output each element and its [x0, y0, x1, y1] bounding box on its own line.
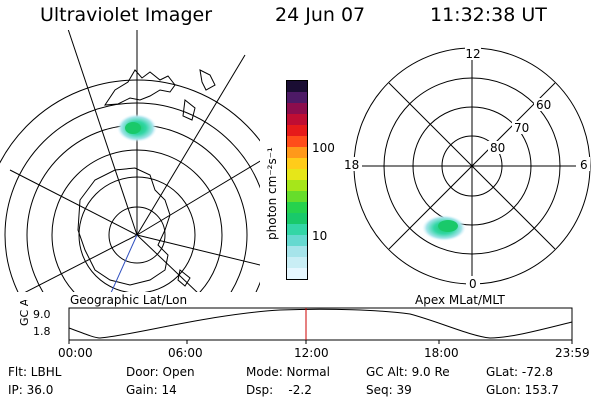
coastline	[182, 99, 196, 121]
mlat-label-60: 60	[536, 98, 551, 112]
colorbar-segment	[287, 191, 307, 202]
colorbar-unit-text: photon cm⁻²s⁻¹	[265, 147, 279, 240]
apex-polar-plot: 12 18 6 0 60 70 80	[340, 47, 591, 291]
coastline	[77, 167, 171, 286]
colorbar-segment	[287, 136, 307, 147]
footer-seq: Seq: 39	[366, 383, 412, 397]
time-tick-0000: 00:00	[58, 346, 93, 360]
time-tick-0600: 06:00	[168, 346, 203, 360]
mlat-label-80: 80	[490, 141, 505, 155]
mlt-label-18: 18	[344, 158, 359, 172]
footer-filter: Flt: LBHL	[8, 365, 62, 379]
colorbar-tick-100: 100	[312, 141, 335, 155]
mlt-line	[388, 82, 556, 250]
colorbar-segment	[287, 158, 307, 169]
colorbar-segment	[287, 268, 307, 279]
footer-ip: IP: 36.0	[8, 383, 54, 397]
coastline	[104, 69, 176, 106]
left-panel-caption: Geographic Lat/Lon	[70, 293, 188, 307]
meridian-line	[136, 234, 260, 266]
time-tick-1200: 12:00	[294, 346, 329, 360]
coastline	[177, 269, 191, 287]
date-label: 24 Jun 07	[275, 4, 366, 26]
colorbar-segment	[287, 81, 307, 92]
instrument-title: Ultraviolet Imager	[40, 4, 213, 26]
footer-glat: GLat: -72.8	[486, 365, 553, 379]
colorbar-segment	[287, 213, 307, 224]
colorbar-segment	[287, 246, 307, 257]
meridian-line	[136, 54, 246, 236]
meridian-line	[67, 30, 138, 236]
colorbar-segment	[287, 235, 307, 246]
altitude-ytick-min: 1.8	[33, 325, 51, 338]
color-bar	[286, 80, 308, 280]
colorbar-segment	[287, 169, 307, 180]
colorbar-tick-10: 10	[312, 229, 328, 243]
colorbar-segment	[287, 92, 307, 103]
colorbar-segment	[287, 257, 307, 268]
mlt-label-0: 0	[469, 277, 477, 291]
meridian-line	[136, 234, 198, 292]
mlt-label-6: 6	[580, 158, 588, 172]
aurora-emission-core	[438, 220, 458, 232]
meridian-line	[136, 160, 260, 236]
colorbar-segment	[287, 224, 307, 235]
altitude-plot-frame	[68, 307, 573, 341]
meridian-line	[9, 169, 138, 236]
lat-circle	[0, 79, 260, 164]
altitude-axis-label: GC Alt	[18, 300, 31, 326]
meridian-line	[24, 234, 138, 292]
footer-dsp: Dsp: -2.2	[246, 383, 312, 397]
footer-door: Door: Open	[126, 365, 195, 379]
aurora-emission-core	[125, 122, 141, 134]
colorbar-segment	[287, 202, 307, 213]
colorbar-segment	[287, 125, 307, 136]
footer-glon: GLon: 153.7	[486, 383, 559, 397]
footer-gain: Gain: 14	[126, 383, 177, 397]
time-tick-2359: 23:59	[555, 346, 590, 360]
altitude-plot: GC Alt 9.0 1.8 00:00 06:00 12:00 18:00 2…	[18, 300, 590, 360]
coastline	[199, 69, 216, 91]
mlt-label-12: 12	[465, 47, 480, 61]
time-tick-1800: 18:00	[424, 346, 459, 360]
footer-gc-alt: GC Alt: 9.0 Re	[366, 365, 450, 379]
footer-mode: Mode: Normal	[246, 365, 330, 379]
colorbar-segment	[287, 180, 307, 191]
altitude-ytick-max: 9.0	[33, 308, 51, 321]
terminator-line	[110, 234, 138, 292]
colorbar-segment	[287, 147, 307, 158]
colorbar-segment	[287, 114, 307, 125]
mlat-label-70: 70	[514, 121, 529, 135]
altitude-curve	[68, 308, 573, 339]
colorbar-unit-label: photon cm⁻²s⁻¹	[265, 147, 279, 240]
right-panel-caption: Apex MLat/MLT	[415, 293, 505, 307]
time-label: 11:32:38 UT	[430, 4, 547, 26]
colorbar-segment	[287, 103, 307, 114]
geographic-map	[0, 30, 260, 292]
